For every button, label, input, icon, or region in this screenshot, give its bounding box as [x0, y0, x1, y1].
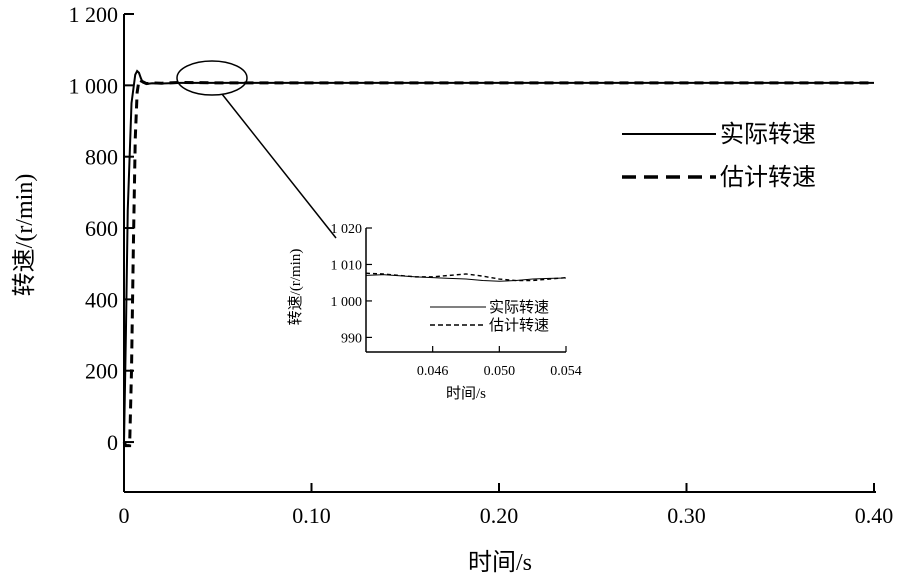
main-y-axis-title: 转速/(r/min) [11, 174, 38, 297]
main-x-tick-label: 0.20 [480, 503, 519, 528]
main-x-axis-title: 时间/s [468, 549, 532, 576]
inset-y-tick-label: 1 020 [331, 222, 363, 237]
inset-axes [365, 228, 566, 353]
main-y-tick-label: 0 [107, 430, 118, 455]
inset-y-axis-title: 转速/(r/min) [287, 249, 304, 326]
inset-x-tick-label: 0.046 [417, 364, 449, 379]
main-y-tick-label: 1 200 [69, 2, 119, 27]
legend-estimated-speed-label: 估计转速 [720, 164, 816, 191]
main-y-tick-label: 200 [85, 359, 118, 384]
zoom-connector-line [221, 93, 337, 239]
zoom-region-ellipse [176, 60, 248, 96]
inset-y-tick-label: 990 [341, 331, 362, 346]
inset-y-tick-label: 1 000 [331, 295, 363, 310]
inset-legend-estimated-speed-label: 估计转速 [489, 317, 549, 334]
legend-actual-speed-label: 实际转速 [720, 121, 816, 148]
inset-series-estimated-speed-line [365, 272, 567, 282]
inset-x-tick-label: 0.050 [484, 364, 516, 379]
inset-legend: 实际转速 估计转速 [430, 299, 549, 334]
main-y-tick-label: 400 [85, 287, 118, 312]
inset-x-axis-title: 时间/s [446, 385, 486, 402]
main-x-ticks: 0 0.10 0.20 0.30 0.40 [119, 483, 894, 528]
main-legend: 实际转速 估计转速 [622, 121, 816, 191]
main-axes [123, 14, 876, 493]
inset-legend-actual-speed-label: 实际转速 [489, 299, 549, 316]
main-x-tick-label: 0 [119, 503, 130, 528]
main-x-tick-label: 0.30 [667, 503, 706, 528]
main-x-tick-label: 0.40 [855, 503, 894, 528]
main-y-tick-label: 1 000 [69, 73, 119, 98]
series-estimated-speed-line [122, 77, 874, 448]
inset-y-tick-label: 1 010 [331, 258, 363, 273]
main-y-tick-label: 600 [85, 216, 118, 241]
inset-series-actual-speed-line [365, 274, 567, 282]
inset-x-tick-label: 0.054 [550, 364, 582, 379]
inset-y-ticks: 990 1 000 1 010 1 020 [331, 222, 372, 346]
main-y-tick-label: 800 [85, 145, 118, 170]
main-x-tick-label: 0.10 [292, 503, 331, 528]
inset-x-ticks: 0.046 0.050 0.054 [417, 346, 582, 379]
